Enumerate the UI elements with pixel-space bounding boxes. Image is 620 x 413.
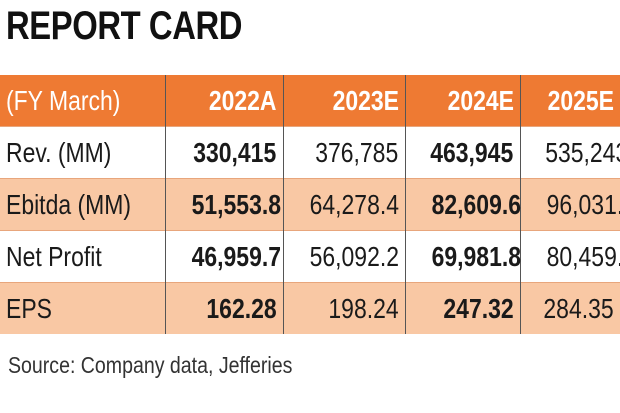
cell: 51,553.8	[164, 178, 283, 231]
report-card-table: (FY March) 2022A 2023E 2024E 2025E Rev. …	[0, 75, 620, 334]
header-cell: 2023E	[282, 75, 405, 127]
cell: 330,415	[164, 126, 283, 179]
cell: 96,031.2	[519, 178, 620, 231]
cell: 198.24	[282, 282, 405, 334]
row-label: EPS	[0, 282, 165, 334]
table-row: EPS 162.28 198.24 247.32 284.35	[0, 282, 620, 334]
cell: 82,609.6	[404, 178, 521, 231]
cell: 162.28	[164, 282, 283, 334]
table-row: Rev. (MM) 330,415 376,785 463,945 535,24…	[0, 126, 620, 179]
cell: 463,945	[404, 126, 520, 179]
cell: 46,959.7	[164, 230, 283, 283]
cell: 284.35	[519, 282, 620, 334]
cell: 64,278.4	[282, 178, 405, 231]
table-row: Ebitda (MM) 51,553.8 64,278.4 82,609.6 9…	[0, 178, 620, 231]
cell: 80,459.2	[519, 230, 620, 283]
row-label: Net Profit	[6, 240, 102, 272]
source-note: Source: Company data, Jefferies	[8, 352, 293, 378]
row-label: Ebitda (MM)	[0, 178, 165, 231]
cell: 535,243	[519, 126, 620, 179]
cell: 56,092.2	[282, 230, 405, 283]
header-row: (FY March) 2022A 2023E 2024E 2025E	[0, 75, 620, 127]
header-cell: 2025E	[519, 75, 620, 127]
header-cell: 2022A	[164, 75, 283, 127]
chart-title: REPORT CARD	[6, 4, 243, 48]
cell: 247.32	[404, 282, 520, 334]
header-cell: (FY March)	[0, 75, 165, 127]
row-label: Rev. (MM)	[6, 136, 112, 168]
cell: 69,981.8	[404, 230, 521, 283]
table-row: Net Profit 46,959.7 56,092.2 69,981.8 80…	[0, 230, 620, 283]
cell: 376,785	[282, 126, 405, 179]
header-cell: 2024E	[404, 75, 520, 127]
